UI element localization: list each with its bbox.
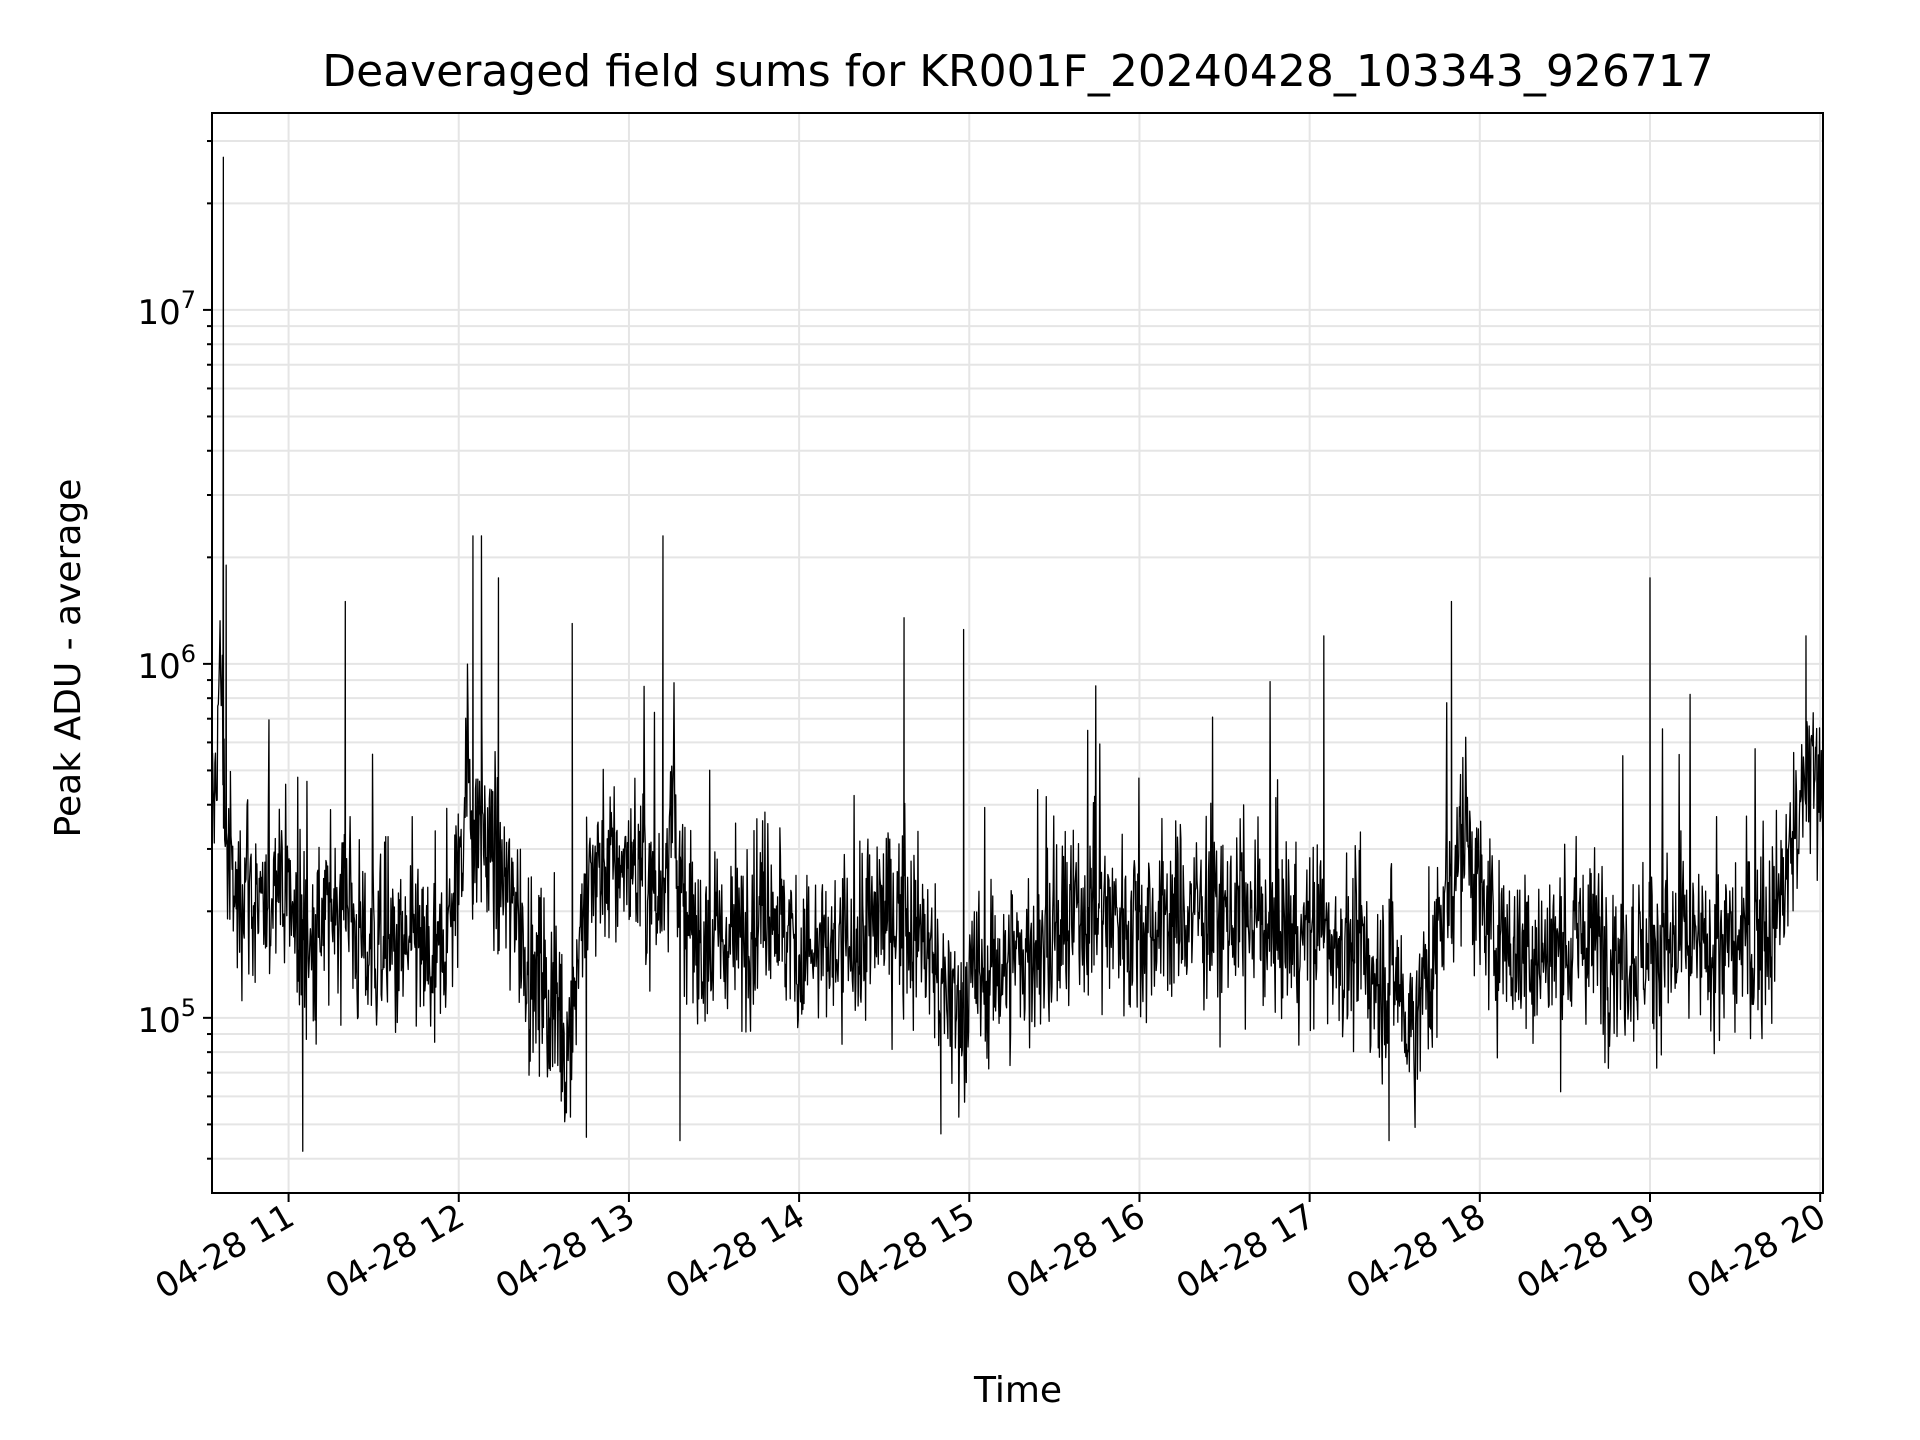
x-tick-label: 04-28 16 bbox=[1000, 1196, 1152, 1307]
grid-lines bbox=[212, 113, 1823, 1193]
plot-frame bbox=[211, 112, 1824, 1194]
x-axis-label: Time bbox=[973, 1370, 1062, 1411]
y-tick-label: 107 bbox=[137, 286, 196, 333]
x-tick-label: 04-28 13 bbox=[489, 1196, 641, 1307]
series-layer bbox=[211, 156, 1824, 1152]
y-axis-label: Peak ADU - average bbox=[48, 479, 89, 838]
axis-ticks: 04-28 11 04-28 12 04-28 13 04-28 14 04-28 15… bbox=[137, 140, 1833, 1307]
x-tick-label: 04-28 12 bbox=[319, 1196, 471, 1307]
x-tick-label: 04-28 17 bbox=[1170, 1196, 1322, 1307]
x-tick-label: 04-28 14 bbox=[659, 1196, 811, 1307]
x-tick-label: 04-28 20 bbox=[1680, 1196, 1832, 1307]
y-tick-label: 106 bbox=[137, 640, 196, 687]
x-tick-label: 04-28 15 bbox=[829, 1196, 981, 1307]
y-tick-label: 105 bbox=[137, 994, 196, 1041]
chart-title: Deaveraged field sums for KR001F_2024042… bbox=[322, 46, 1714, 97]
x-tick-label: 04-28 18 bbox=[1340, 1196, 1492, 1307]
series-line bbox=[211, 156, 1824, 1152]
x-tick-label: 04-28 19 bbox=[1510, 1196, 1662, 1307]
x-tick-label: 04-28 11 bbox=[149, 1196, 301, 1307]
